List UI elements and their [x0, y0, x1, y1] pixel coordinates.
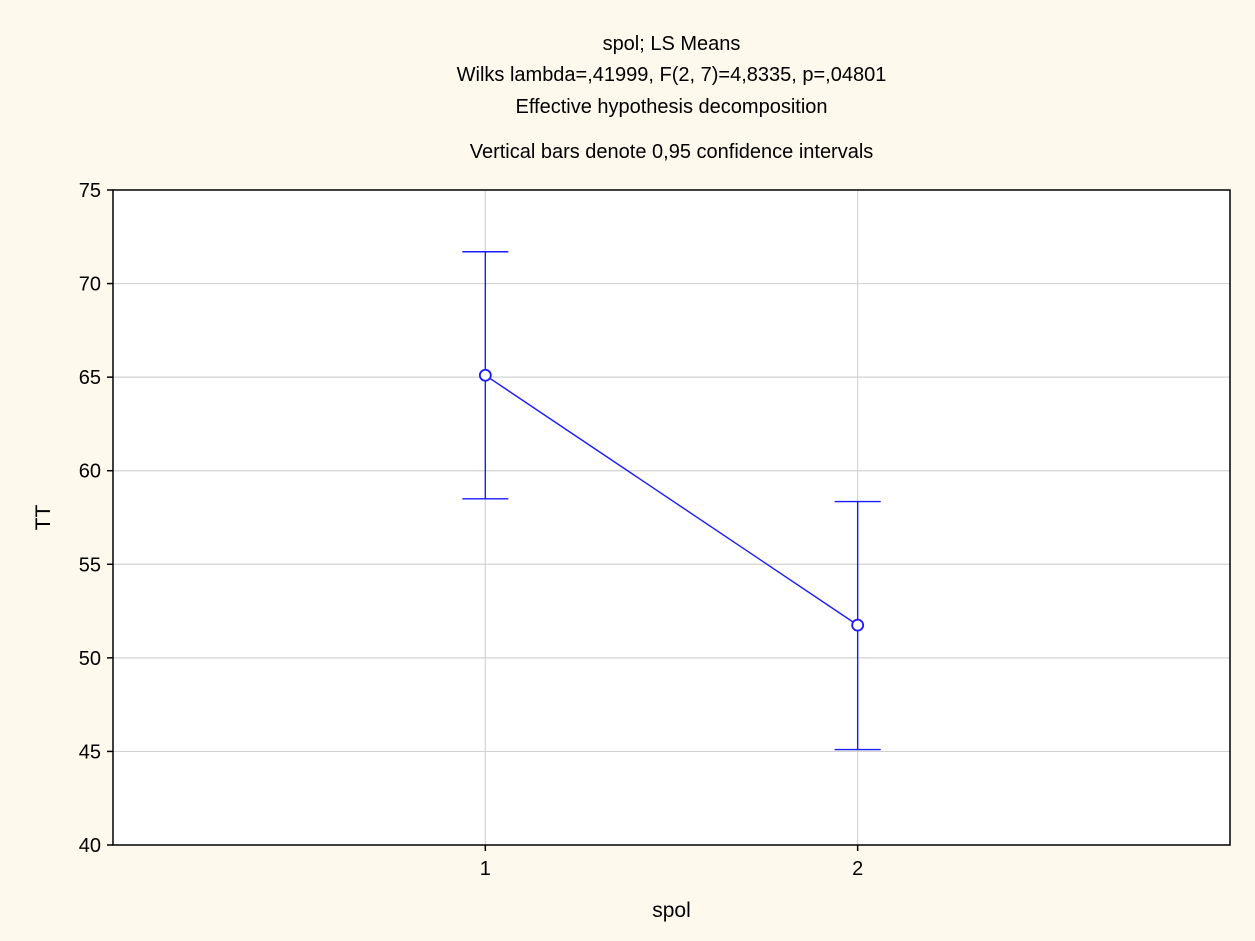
grid [113, 190, 1230, 845]
x-tick-label: 2 [852, 858, 863, 880]
data-point [478, 368, 492, 382]
y-axis-label: TT [32, 505, 55, 531]
y-tick-label: 75 [79, 180, 101, 202]
y-tick-label: 65 [79, 367, 101, 389]
x-tick-label: 1 [480, 858, 491, 880]
x-axis-label: spol [652, 899, 691, 922]
y-tick-label: 60 [79, 461, 101, 483]
y-tick-label: 40 [79, 835, 101, 857]
data-point [851, 618, 865, 632]
y-tick-label: 55 [79, 554, 101, 576]
y-tick-label: 70 [79, 274, 101, 296]
series [462, 251, 881, 751]
plot-frame [112, 189, 1231, 846]
title-line-1: spol; LS Means [603, 33, 741, 55]
title-line-4: Vertical bars denote 0,95 confidence int… [470, 141, 874, 163]
y-tick-label: 50 [79, 648, 101, 670]
plot-area [113, 190, 1230, 845]
series-line [484, 374, 859, 626]
title-line-2: Wilks lambda=,41999, F(2, 7)=4,8335, p=,… [457, 64, 887, 86]
y-tick-label: 45 [79, 741, 101, 763]
chart-title: spol; LS Means Wilks lambda=,41999, F(2,… [457, 33, 887, 163]
y-axis-ticks: 40 45 50 55 60 65 70 75 [79, 180, 113, 857]
title-line-3: Effective hypothesis decomposition [515, 96, 827, 118]
